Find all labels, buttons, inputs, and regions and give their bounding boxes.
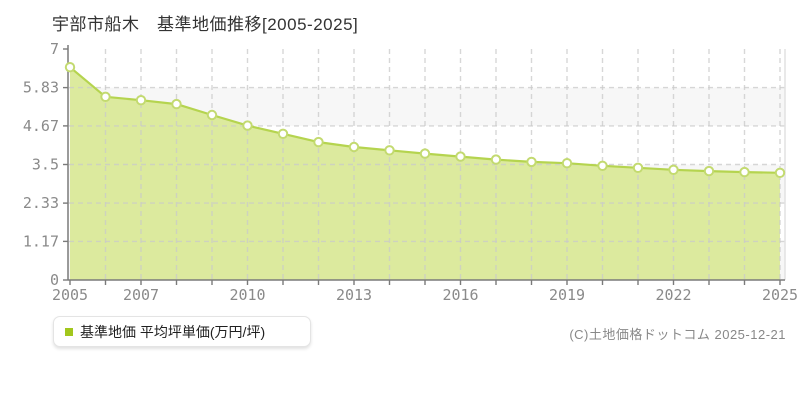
svg-text:2025: 2025: [762, 286, 798, 304]
legend-series-label: 基準地価 平均坪単価(万円/坪): [80, 323, 266, 340]
svg-text:2013: 2013: [336, 286, 372, 304]
svg-text:2022: 2022: [655, 286, 691, 304]
svg-text:2016: 2016: [442, 286, 478, 304]
svg-text:2.33: 2.33: [23, 194, 59, 212]
svg-text:7: 7: [50, 40, 59, 58]
x-tick-labels: 2005 2007 2010 2013 2016 2019 2022 2025: [52, 286, 798, 304]
svg-text:1.17: 1.17: [23, 232, 59, 250]
svg-text:0: 0: [50, 271, 59, 289]
y-gridlines: [69, 86, 785, 243]
svg-text:4.67: 4.67: [23, 117, 59, 135]
svg-text:2005: 2005: [52, 286, 88, 304]
x-gridlines: [104, 49, 781, 280]
svg-text:2007: 2007: [123, 286, 159, 304]
legend-series-swatch: [65, 327, 73, 336]
svg-text:3.5: 3.5: [32, 156, 59, 174]
svg-text:2019: 2019: [549, 286, 585, 304]
chart-title: 宇部市船木 基準地価推移[2005-2025]: [52, 15, 359, 34]
data-point-markers: [64, 61, 786, 179]
copyright-text: (C)土地価格ドットコム 2025-12-21: [569, 327, 786, 342]
area-fill: [70, 67, 780, 280]
legend: 基準地価 平均坪単価(万円/坪): [53, 316, 311, 347]
svg-text:2010: 2010: [229, 286, 265, 304]
svg-text:5.83: 5.83: [23, 79, 59, 97]
y-tick-labels: 7 5.83 4.67 3.5 2.33 1.17 0: [23, 40, 59, 289]
tick-marks: [63, 48, 781, 285]
